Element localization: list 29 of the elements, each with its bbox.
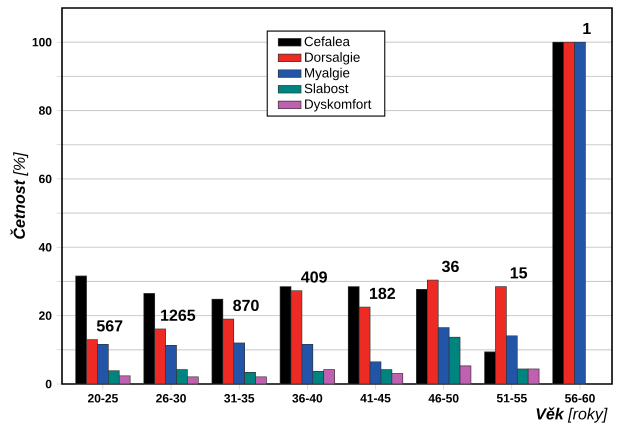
annotation: 1265 (161, 310, 196, 321)
y-tick-label: 80 (38, 106, 52, 115)
x-tick-label: 51-55 (496, 394, 527, 402)
x-tick-label: 26-30 (156, 394, 186, 403)
legend-label: Dyskomfort (305, 99, 372, 112)
annotation: 36 (442, 260, 459, 272)
legend-label: Myalgie (305, 68, 350, 80)
y-tick-label: 0 (46, 380, 52, 388)
legend-label: Dorsalgie (305, 52, 360, 65)
y-tick-label: 40 (38, 243, 52, 252)
x-tick-label: 46-50 (428, 394, 459, 403)
annotation: 870 (233, 300, 259, 312)
legend-label: Slabost (304, 83, 348, 94)
x-tick-label: 36-40 (292, 394, 322, 403)
annotation: 15 (510, 267, 528, 278)
y-tick-label: 100 (32, 38, 52, 46)
annotation: 409 (301, 271, 327, 283)
x-tick-label: 31-35 (224, 394, 254, 403)
annotation: 182 (370, 288, 396, 300)
x-tick-label: 56-60 (565, 394, 595, 403)
y-axis-title: Četnost [%] (10, 152, 28, 239)
x-axis-title: Věk [roky] (536, 407, 608, 423)
x-tick-label: 41-45 (360, 394, 391, 402)
legend-label: Cefalea (304, 36, 350, 46)
annotation: 567 (96, 320, 122, 332)
annotation: 1 (583, 23, 591, 34)
x-tick-label: 20-25 (88, 394, 118, 403)
y-tick-label: 60 (39, 174, 52, 184)
y-tick-label: 20 (39, 311, 52, 320)
